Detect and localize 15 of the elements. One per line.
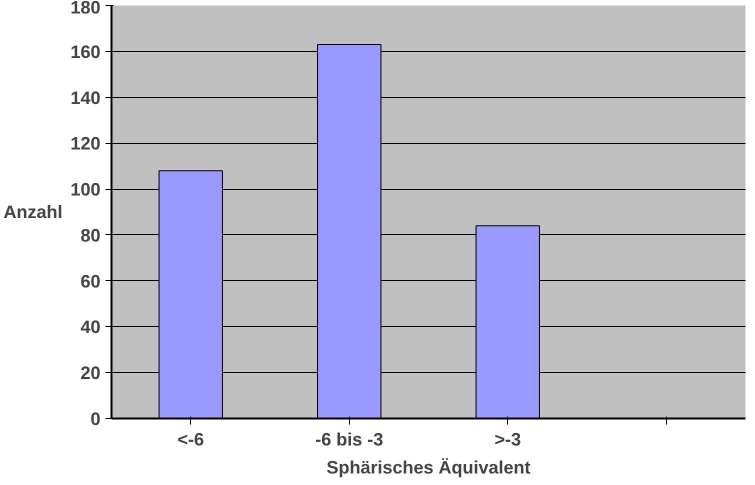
y-tick-label: 60 — [80, 271, 101, 292]
y-tick-label: 140 — [70, 88, 101, 108]
y-tick-label: 160 — [70, 42, 101, 62]
y-tick-label: 40 — [80, 317, 101, 338]
y-axis-title: Anzahl — [3, 202, 62, 222]
y-tick-label: 120 — [70, 134, 101, 154]
x-tick-label: <-6 — [177, 430, 204, 450]
y-tick-label: 0 — [90, 409, 101, 429]
x-axis-title: Sphärisches Äquivalent — [326, 458, 531, 478]
y-tick-label: 180 — [70, 0, 101, 18]
y-tick-label: 20 — [80, 363, 101, 384]
y-tick-label: 80 — [80, 225, 101, 246]
x-tick-label: -6 bis -3 — [315, 430, 384, 450]
y-tick-label: 100 — [70, 180, 101, 200]
x-tick-label: >-3 — [494, 430, 522, 450]
